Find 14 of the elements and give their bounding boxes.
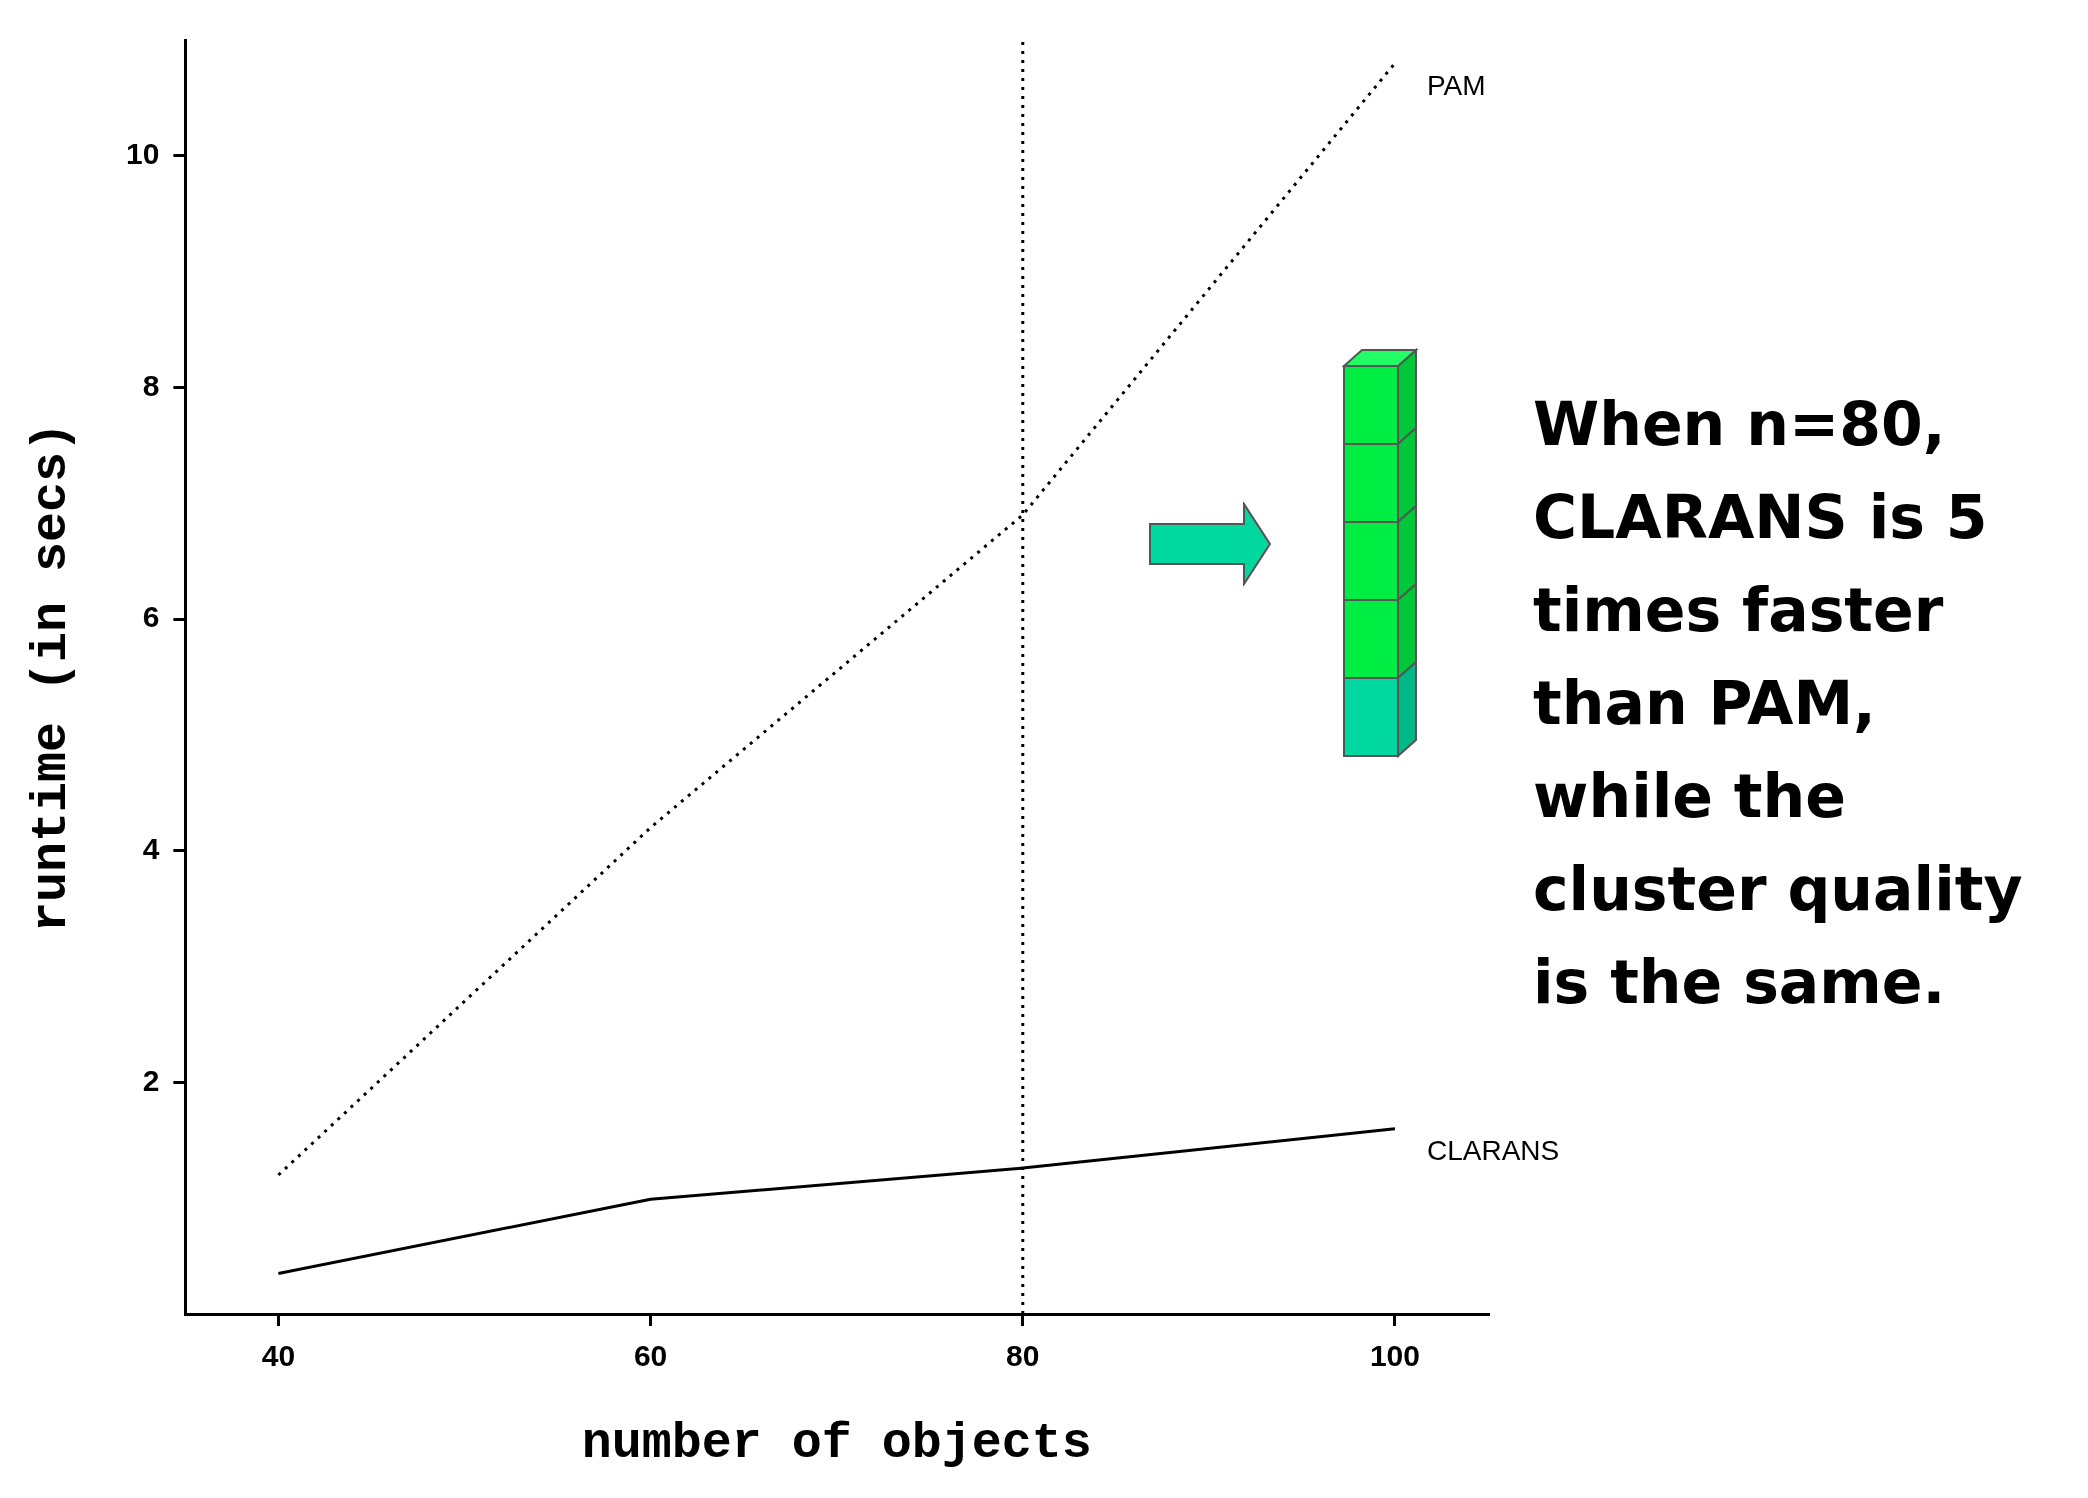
series-label: PAM — [1426, 69, 1486, 101]
x-tick-label: 100 — [1369, 1339, 1420, 1373]
text: When n=80, CLARANS is 5 times faster than PAM, while the cluster quality is the same. — [1533, 388, 2024, 1019]
x-tick-label: 40 — [261, 1339, 296, 1373]
y-tick-label: 4 — [142, 831, 160, 865]
y-tick-label: 2 — [142, 1063, 160, 1097]
x-tick-label: 60 — [633, 1339, 668, 1373]
series-label: CLARANS — [1426, 1135, 1560, 1167]
x-axis-title: number of objects — [581, 1414, 1092, 1472]
y-tick-label: 6 — [142, 600, 160, 634]
y-tick-label: 8 — [142, 368, 160, 402]
x-tick-label: 80 — [1006, 1339, 1040, 1373]
y-tick-label: 10 — [125, 137, 160, 171]
y-axis-title: runtime (in secs) — [22, 421, 80, 933]
